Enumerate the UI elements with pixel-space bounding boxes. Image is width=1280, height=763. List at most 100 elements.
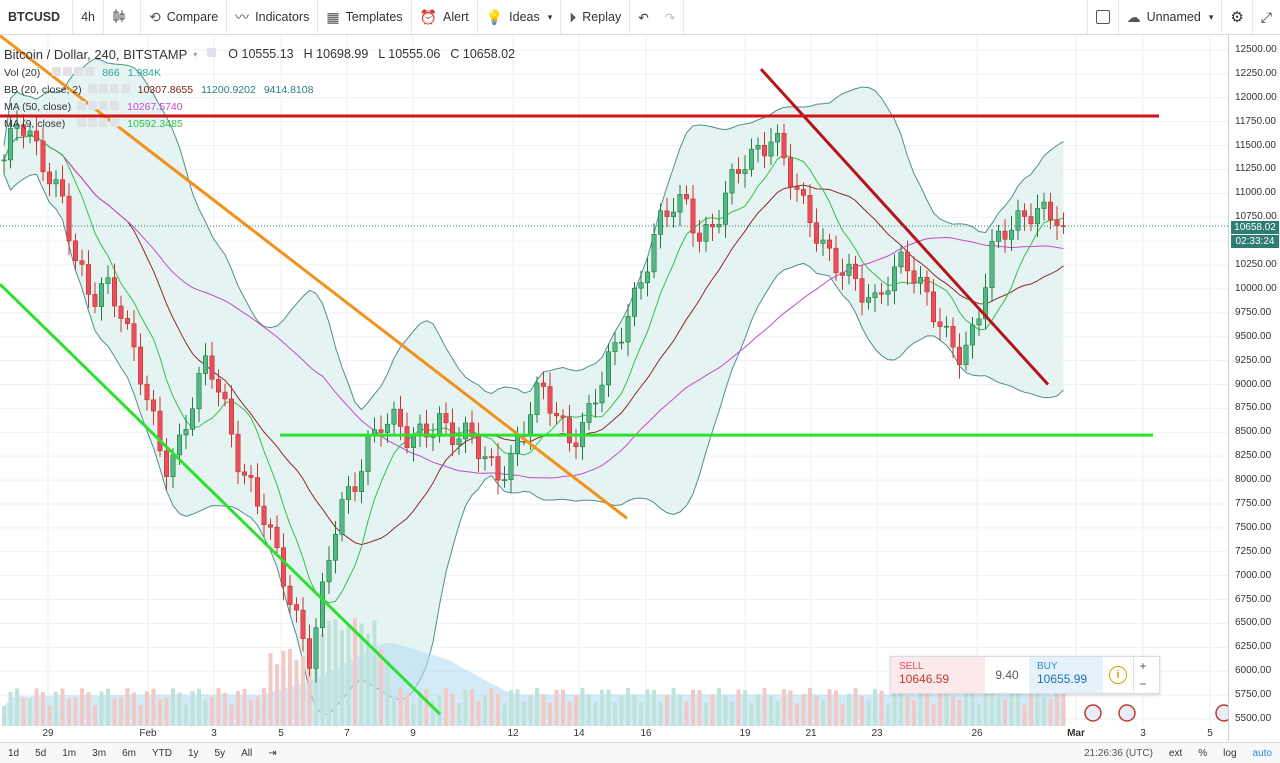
range-ytd[interactable]: YTD [151,747,172,759]
indicator-controls[interactable] [52,66,96,79]
candle-body [397,408,403,427]
chart-legend: Bitcoin / Dollar, 240, BITSTAMP ▾ O 1055… [4,44,515,132]
candle-body [657,210,663,235]
candle-body [774,132,780,143]
indicators-icon: 〰 [235,9,250,25]
chart-style-button[interactable] [104,0,141,34]
compare-button[interactable]: ⟲ Compare [141,0,228,34]
buy-button[interactable]: BUY 10655.99 [1029,657,1103,693]
volume-bar [151,688,156,726]
ideas-button[interactable]: 💡 Ideas ▾ [478,0,562,34]
candle-body [203,355,209,374]
log-toggle[interactable]: log [1223,747,1237,759]
undo-button[interactable]: ↶ [630,0,656,34]
sell-button[interactable]: SELL 10646.59 [891,657,985,693]
candle-body [235,433,241,473]
range-5d[interactable]: 5d [35,747,47,759]
chevron-down-icon: ▾ [193,49,198,59]
price-tick: 7500.00 [1235,521,1272,533]
volume-bar [320,633,325,726]
range-1y[interactable]: 1y [187,747,199,759]
candle-body [456,438,462,445]
volume-bar [671,688,676,726]
volume-bar [658,702,663,726]
volume-bar [54,691,58,726]
range-6m[interactable]: 6m [122,747,136,759]
range-all[interactable]: All [241,747,253,759]
indicators-button[interactable]: 〰 Indicators [227,0,319,34]
replay-button[interactable]: ⏵ Replay [561,0,631,34]
goto-date-icon[interactable]: ⇥ [268,747,277,759]
info-button[interactable]: i [1103,657,1133,693]
minus-icon[interactable]: − [1139,677,1147,691]
range-1d[interactable]: 1d [8,747,20,759]
volume-bar [145,691,149,726]
time-axis[interactable]: 29 Feb 3 5 7 9 12 14 16 19 21 23 26 Mar 3 5 [0,726,1228,742]
candle-body [755,144,761,150]
range-5y[interactable]: 5y [214,747,226,759]
candle-body [800,189,806,196]
redo-button[interactable]: ↷ [657,0,685,34]
candle-body [852,263,858,279]
volume-bar [132,692,136,726]
indicator-controls[interactable] [77,117,121,130]
candle-body [27,130,33,136]
candle-body [735,169,741,174]
bb-label: BB (20, close, 2) [4,83,82,96]
time-tick: 3 [211,728,217,739]
candle-body [865,297,871,303]
volume-bar [8,691,13,726]
volume-bar [860,696,864,726]
symbol-search[interactable]: BTCUSD [0,0,74,34]
candle-body [86,264,92,295]
candle-body [59,179,65,197]
bb-basis-value: 10307.8655 [137,83,194,96]
volume-bar [879,690,884,726]
volume-bar [229,704,234,726]
templates-button[interactable]: ▦ Templates [318,0,412,34]
volume-bar [405,693,409,726]
candle-body [534,382,540,415]
volume-bar [814,695,819,726]
candle-body [138,346,144,385]
percent-toggle[interactable]: % [1198,747,1208,759]
price-chart[interactable] [0,35,1228,741]
settings-button[interactable]: ⚙ [1222,0,1253,34]
time-tick: 3 [1140,728,1146,739]
indicator-controls[interactable] [87,83,132,96]
candle-body [937,321,943,327]
interval-button[interactable]: 4h [73,0,104,34]
fullscreen-toggle[interactable] [1086,0,1119,34]
alert-button[interactable]: ⏰ Alert [412,0,478,34]
plus-icon[interactable]: + [1139,659,1147,673]
candle-body [807,195,813,224]
ext-toggle[interactable]: ext [1168,747,1183,759]
time-tick: Feb [139,728,157,739]
range-1m[interactable]: 1m [62,747,77,759]
range-3m[interactable]: 3m [92,747,107,759]
candle-body [748,148,754,170]
candle-body [625,316,631,343]
quantity-stepper[interactable]: + − [1133,657,1152,693]
price-axis[interactable]: 12500.00 12250.00 12000.00 11750.00 11500.00… [1228,35,1280,741]
alert-clock-icon: ⏰ [419,8,438,25]
maximize-button[interactable]: ⤢ [1253,0,1280,34]
ma50-value: 10267.5740 [127,100,183,113]
indicator-controls[interactable] [77,100,121,113]
volume-bar [710,694,715,726]
candle-body [8,128,14,161]
price-tick: 8000.00 [1235,474,1272,486]
layout-button[interactable]: ☁ Unnamed ▾ [1119,0,1223,34]
volume-bar [990,688,994,726]
volume-bar [606,689,611,726]
candle-body [696,232,702,242]
buy-label: BUY [1037,661,1058,672]
candle-body [177,434,183,456]
series-controls[interactable] [207,48,218,60]
candle-body [1021,210,1027,217]
candle-body [125,318,131,324]
volume-bar [587,694,591,726]
candle-body [326,559,332,583]
auto-toggle[interactable]: auto [1252,747,1272,759]
time-tick: 5 [278,728,284,739]
